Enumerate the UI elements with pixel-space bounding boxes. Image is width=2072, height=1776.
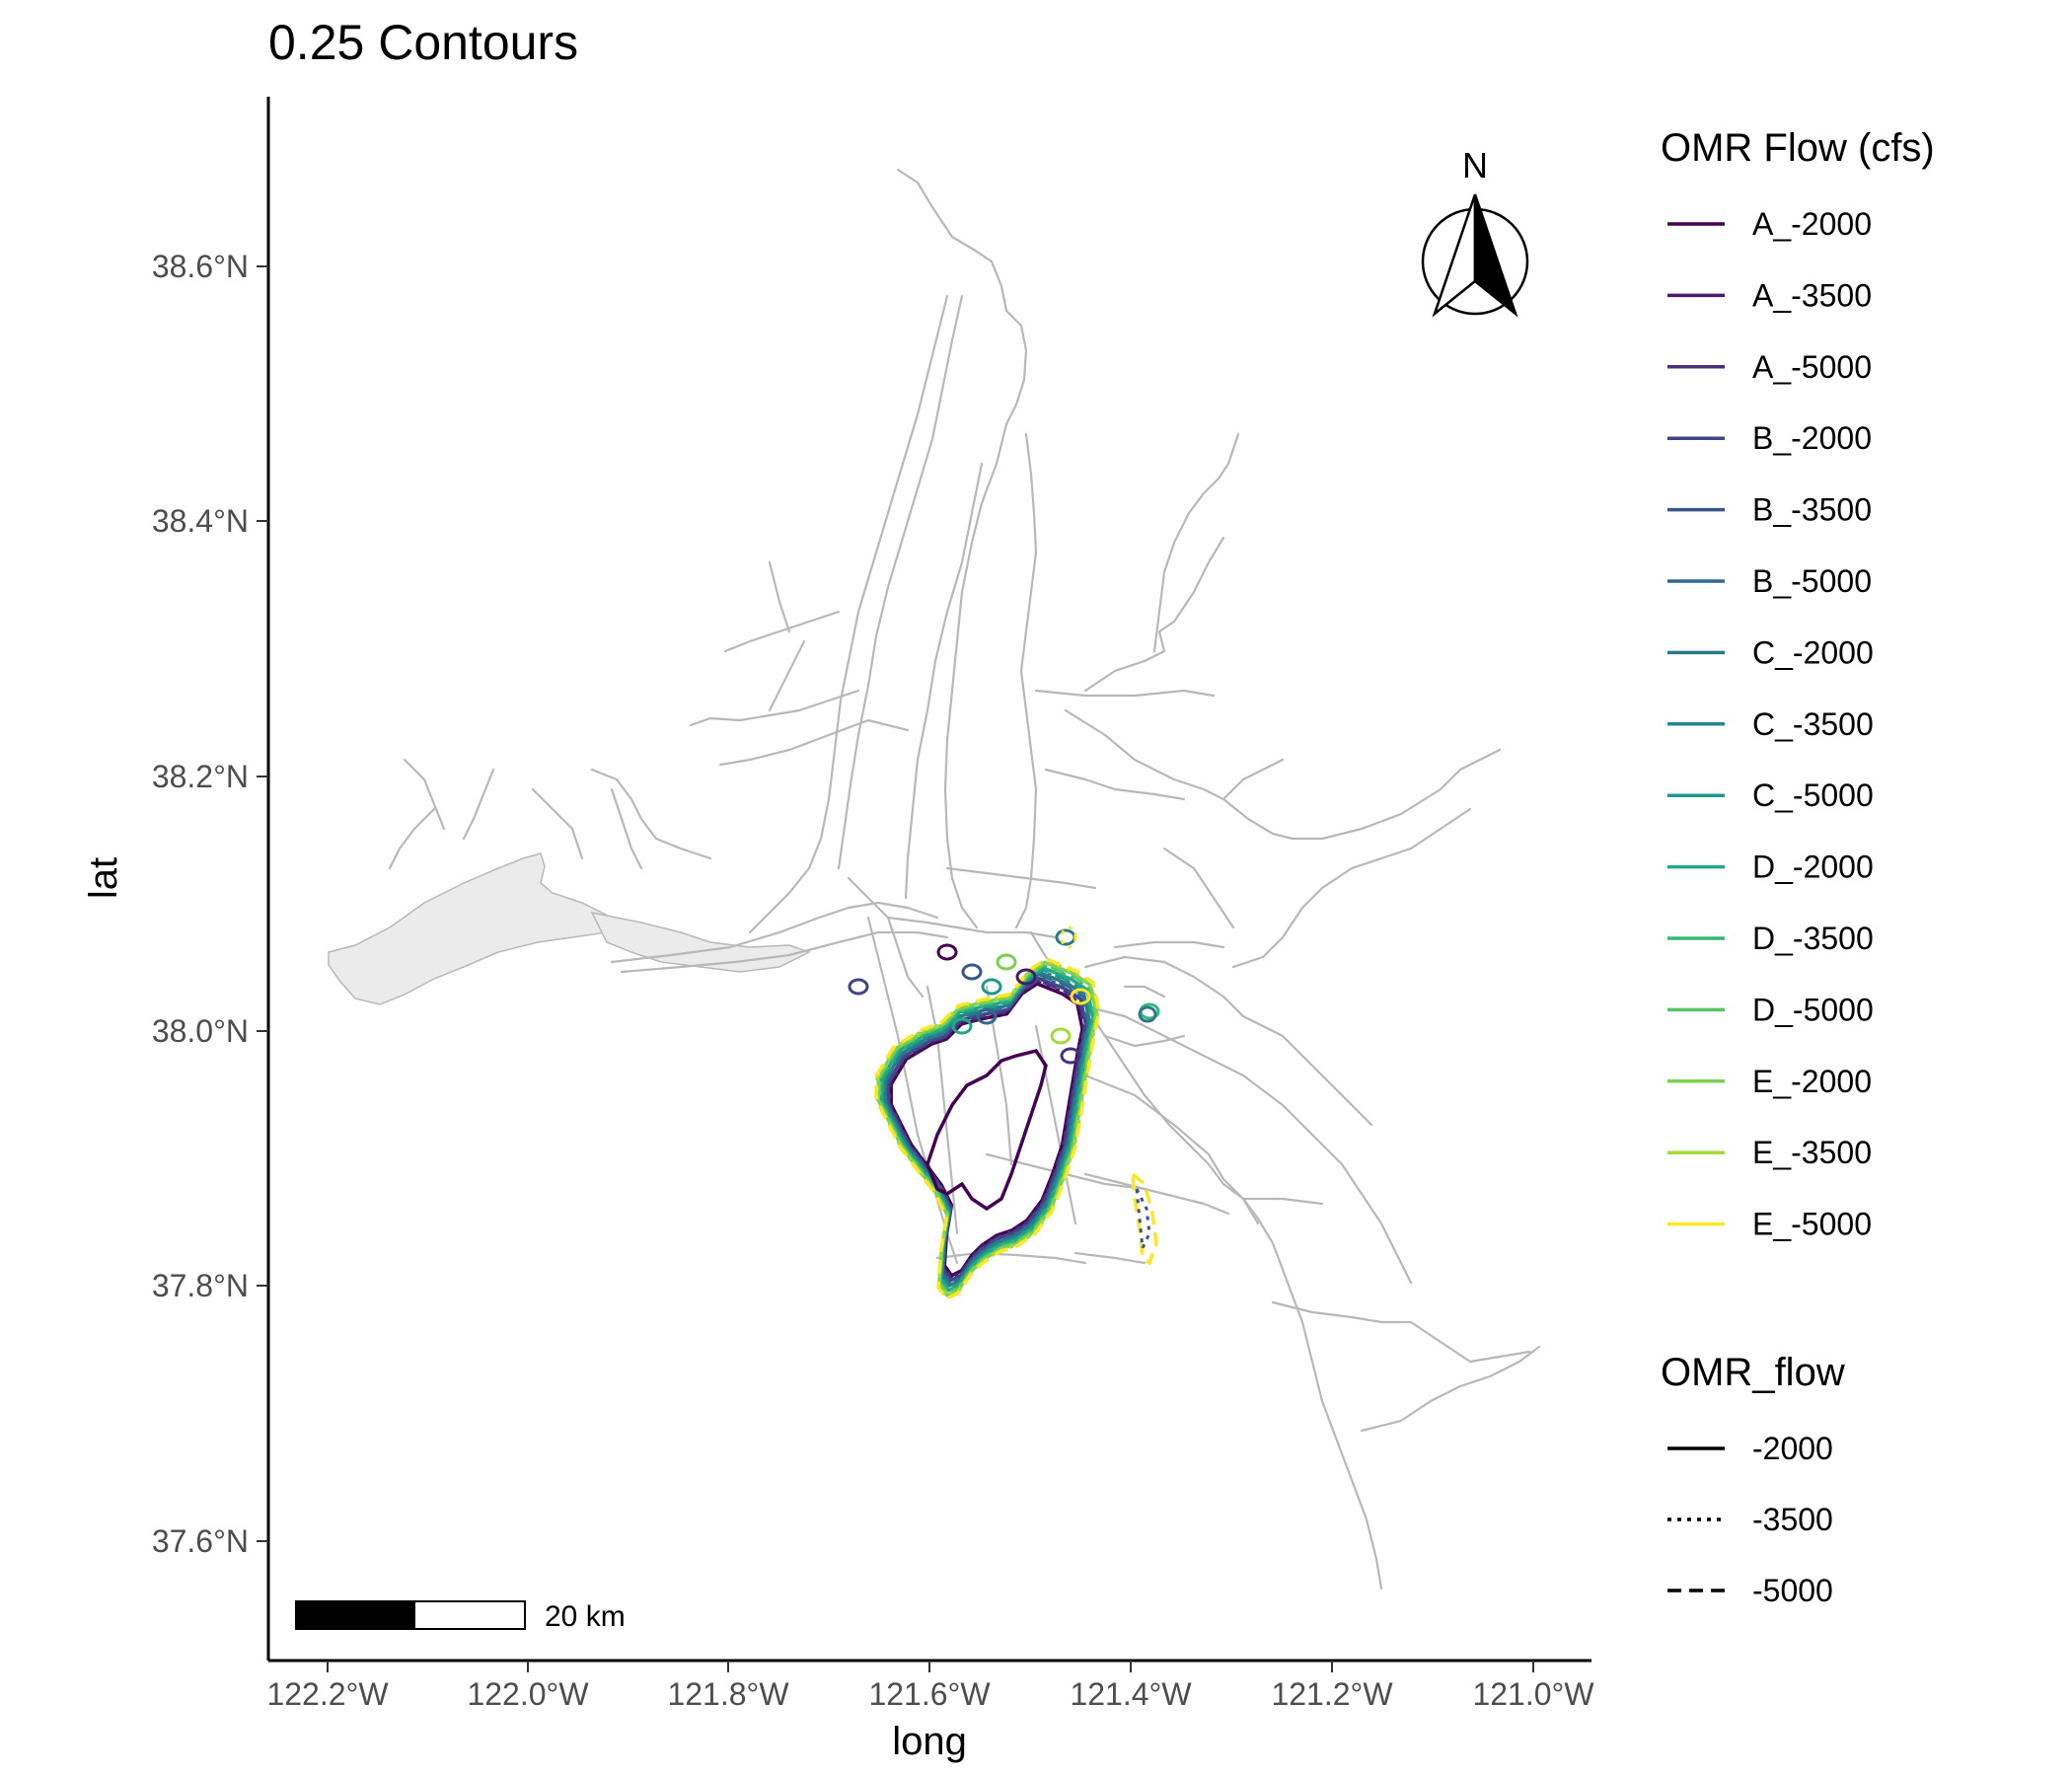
legend-item-label: E_-5000: [1752, 1207, 1872, 1242]
linetype-legend-title: OMR_flow: [1661, 1351, 1845, 1394]
x-axis-ticks: 122.2°W 122.0°W 121.8°W 121.6°W 121.4°W 121.2…: [266, 1661, 1594, 1712]
legend-item-label: A_-2000: [1752, 206, 1872, 242]
contour-line-inner: [925, 1049, 1048, 1212]
contour-line: [874, 957, 1101, 1301]
contour-blob: [981, 978, 1002, 996]
x-tick-label: 121.6°W: [868, 1676, 991, 1712]
x-tick-label: 121.4°W: [1070, 1676, 1192, 1712]
north-arrow-icon: N: [1421, 145, 1529, 318]
contour-blob: [1015, 968, 1037, 986]
contour-blob: [1055, 928, 1076, 946]
linetype-item-label: -5000: [1752, 1573, 1833, 1608]
x-tick-label: 122.2°W: [266, 1676, 389, 1712]
contour-blob: [961, 963, 983, 981]
axes: [266, 97, 1591, 1663]
y-tick-label: 38.0°N: [152, 1013, 249, 1049]
linetype-item-label: -3500: [1752, 1502, 1833, 1537]
contour-blob: [1060, 925, 1077, 949]
bay-polygon-east: [590, 911, 811, 973]
contour-blob: [951, 1017, 973, 1035]
contour-line: [887, 978, 1087, 1281]
x-tick-label: 121.8°W: [667, 1676, 789, 1712]
y-axis-title: lat: [82, 857, 125, 899]
contour-blob: [848, 978, 869, 996]
contour-blob: [1050, 1027, 1072, 1045]
waterways-basemap: [328, 168, 1541, 1591]
legend-item-label: C_-3500: [1752, 706, 1874, 742]
contour-line: [888, 980, 1085, 1280]
color-legend-title: OMR Flow (cfs): [1661, 126, 1935, 170]
legend-item-label: D_-3500: [1752, 921, 1874, 956]
contour-blob: [1138, 1005, 1157, 1023]
legend-item-label: A_-5000: [1752, 349, 1872, 385]
color-legend: A_-2000 A_-3500 A_-5000 B_-2000 B_-3500 B_-50…: [1667, 206, 1874, 1242]
chart-title: 0.25 Contours: [268, 15, 579, 70]
x-tick-label: 121.2°W: [1271, 1676, 1393, 1712]
x-tick-label: 121.0°W: [1472, 1676, 1594, 1712]
legend-item-label: B_-2000: [1752, 420, 1872, 456]
north-label: N: [1462, 145, 1488, 185]
legend-item-label: C_-5000: [1752, 777, 1874, 813]
contour-blob: [976, 1007, 998, 1025]
x-axis-title: long: [892, 1720, 967, 1763]
contour-blob: [996, 953, 1017, 971]
y-tick-label: 37.8°N: [152, 1268, 249, 1303]
probability-contours: [848, 925, 1160, 1301]
y-tick-label: 38.6°N: [152, 249, 249, 284]
legend-item-label: D_-5000: [1752, 992, 1874, 1027]
scale-bar: 20 km: [295, 1600, 626, 1633]
contour-line: [889, 982, 1084, 1278]
legend-item-label: B_-3500: [1752, 492, 1872, 528]
legend-item-label: A_-3500: [1752, 277, 1872, 313]
legend-item-label: D_-2000: [1752, 850, 1874, 885]
legend-item-label: E_-2000: [1752, 1064, 1872, 1099]
contour-blob: [936, 943, 958, 961]
legend-item-label: E_-3500: [1752, 1135, 1872, 1170]
legend-item-label: B_-5000: [1752, 563, 1872, 599]
contour-blob: [1070, 988, 1091, 1005]
y-axis-ticks: 38.6°N 38.4°N 38.2°N 38.0°N 37.8°N 37.6°N: [152, 249, 268, 1559]
legend-item-label: C_-2000: [1752, 634, 1874, 670]
linetype-item-label: -2000: [1752, 1431, 1833, 1466]
x-tick-label: 122.0°W: [467, 1676, 589, 1712]
contour-blob: [1060, 1047, 1081, 1065]
y-tick-label: 38.2°N: [152, 759, 249, 794]
y-tick-label: 37.6°N: [152, 1523, 249, 1559]
contour-line-east: [1130, 1169, 1158, 1266]
scale-bar-label: 20 km: [545, 1600, 626, 1633]
y-tick-label: 38.4°N: [152, 503, 249, 539]
linetype-legend: -2000 -3500 -5000: [1667, 1431, 1833, 1608]
bay-polygon: [328, 852, 613, 1005]
